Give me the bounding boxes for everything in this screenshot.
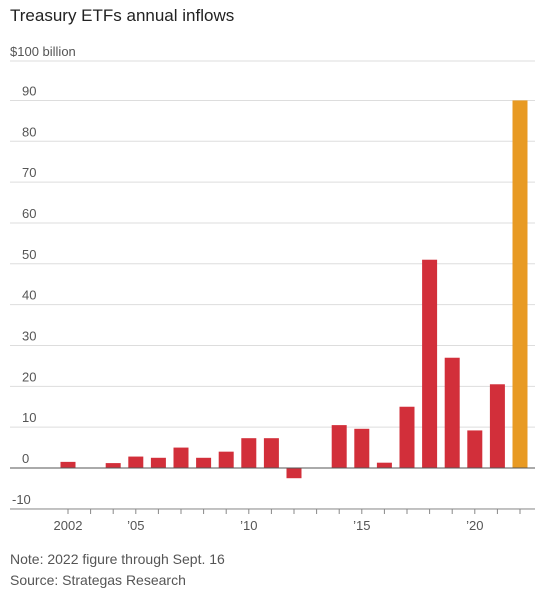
- bar-2009: [218, 451, 234, 468]
- chart-note: Note: 2022 figure through Sept. 16: [10, 551, 225, 567]
- y-tick-label: -10: [12, 492, 31, 507]
- bar-2017: [399, 406, 415, 468]
- axes: [10, 467, 535, 514]
- y-tick-label: 20: [22, 369, 36, 384]
- bar-2007: [173, 447, 189, 468]
- bar-2012: [286, 468, 302, 479]
- bar-2008: [196, 457, 212, 468]
- y-tick-label: 40: [22, 288, 36, 303]
- chart-title: Treasury ETFs annual inflows: [10, 6, 235, 25]
- bar-2020: [467, 430, 483, 468]
- y-axis-labels: $100 billion -10 0 10 20 30 40 50 60 70 80 90: [10, 44, 76, 507]
- bar-2015: [354, 428, 370, 468]
- y-tick-label: 80: [22, 124, 36, 139]
- bar-2006: [150, 457, 166, 468]
- bar-2021: [489, 384, 505, 468]
- bar-2016: [376, 462, 392, 468]
- bar-2002: [60, 461, 76, 468]
- bar-2010: [241, 438, 257, 468]
- bar-2018: [422, 259, 438, 468]
- y-tick-label: 50: [22, 247, 36, 262]
- x-tick-label: ’15: [353, 518, 370, 533]
- bar-2005: [128, 456, 144, 468]
- bar-2011: [263, 438, 279, 468]
- bar-2004: [105, 463, 121, 468]
- y-unit-label: $100 billion: [10, 44, 76, 59]
- x-tick-label: 2002: [54, 518, 83, 533]
- bar-2019: [444, 357, 460, 468]
- y-tick-label: 10: [22, 410, 36, 425]
- x-tick-label: ’10: [240, 518, 257, 533]
- bar-2014: [331, 425, 347, 468]
- x-axis-labels: 2002 ’05 ’10 ’15 ’20: [54, 518, 484, 533]
- bar-2022: [512, 100, 528, 468]
- y-tick-label: 30: [22, 328, 36, 343]
- y-tick-label: 70: [22, 165, 36, 180]
- bars: [60, 100, 528, 479]
- bar-chart: $100 billion -10 0 10 20 30 40 50 60 70 80 90 2002 ’…: [10, 44, 535, 533]
- chart-source: Source: Strategas Research: [10, 572, 186, 588]
- x-tick-label: ’20: [466, 518, 483, 533]
- y-tick-label: 0: [22, 451, 29, 466]
- y-tick-label: 60: [22, 206, 36, 221]
- x-tick-label: ’05: [127, 518, 144, 533]
- y-tick-label: 90: [22, 83, 36, 98]
